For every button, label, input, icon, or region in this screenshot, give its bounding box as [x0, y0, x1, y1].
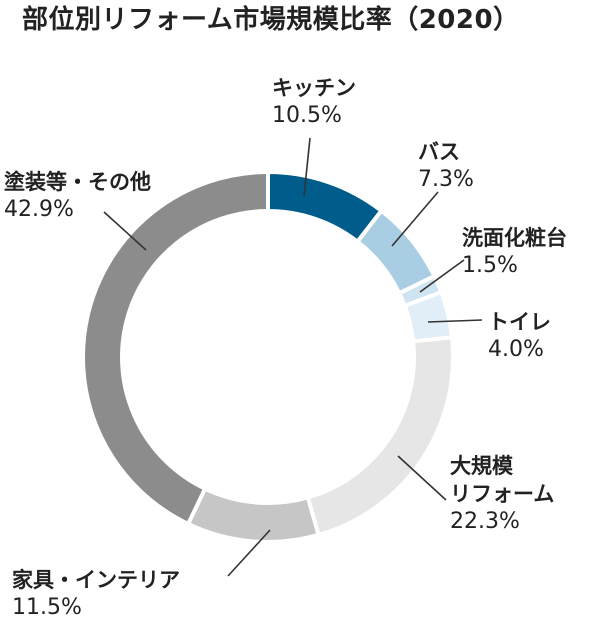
label-painting: 塗装等・その他 42.9%	[4, 168, 151, 224]
label-bath: バス 7.3%	[418, 138, 474, 194]
label-painting-value: 42.9%	[4, 197, 74, 222]
leader-line-painting	[103, 211, 147, 251]
leader-line-bath	[391, 191, 439, 247]
label-washstand-value: 1.5%	[462, 253, 518, 278]
leader-line-furniture	[227, 529, 271, 577]
label-toilet-value: 4.0%	[488, 337, 544, 362]
label-furniture-name: 家具・インテリア	[12, 568, 180, 592]
label-washstand-name: 洗面化粧台	[462, 226, 567, 250]
label-kitchen-value: 10.5%	[272, 103, 342, 128]
slice-furniture	[185, 486, 321, 544]
label-large-reform-name-1: 大規模	[450, 454, 513, 478]
label-large-reform-name-2: リフォーム	[450, 482, 555, 506]
label-bath-name: バス	[418, 140, 460, 164]
chart-title: 部位別リフォーム市場規模比率（2020）	[22, 5, 520, 35]
leader-line-washstand	[419, 259, 465, 293]
label-kitchen: キッチン 10.5%	[272, 74, 356, 130]
leader-line-toilet	[427, 319, 483, 323]
label-toilet: トイレ 4.0%	[488, 308, 551, 364]
slice-painting	[81, 169, 270, 527]
label-furniture-value: 11.5%	[12, 595, 82, 620]
label-washstand: 洗面化粧台 1.5%	[462, 224, 567, 280]
label-painting-name: 塗装等・その他	[4, 170, 151, 194]
slice-large-reform	[305, 335, 455, 538]
label-furniture: 家具・インテリア 11.5%	[12, 566, 180, 622]
label-bath-value: 7.3%	[418, 167, 474, 192]
label-toilet-name: トイレ	[488, 310, 551, 334]
label-large-reform-value: 22.3%	[450, 509, 520, 534]
label-kitchen-name: キッチン	[272, 76, 356, 100]
leader-line-large-reform	[397, 455, 447, 501]
label-large-reform: 大規模 リフォーム 22.3%	[450, 452, 554, 536]
leader-line-kitchen	[303, 137, 311, 197]
